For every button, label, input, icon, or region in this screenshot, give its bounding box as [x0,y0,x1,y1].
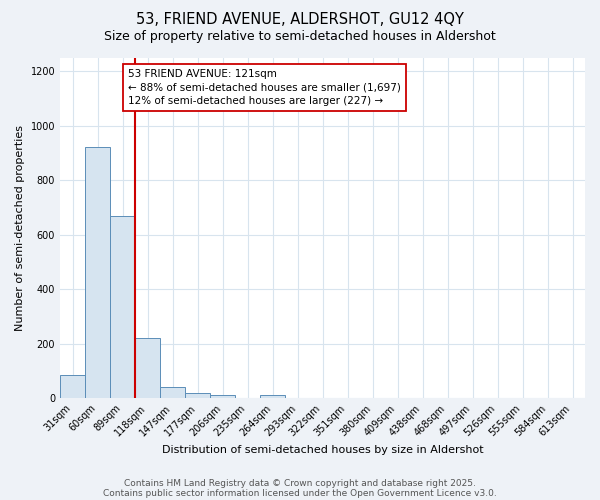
Bar [60,375,85,398]
Text: 53 FRIEND AVENUE: 121sqm
← 88% of semi-detached houses are smaller (1,697)
12% o: 53 FRIEND AVENUE: 121sqm ← 88% of semi-d… [128,70,401,106]
Text: Contains public sector information licensed under the Open Government Licence v3: Contains public sector information licen… [103,488,497,498]
Text: 53, FRIEND AVENUE, ALDERSHOT, GU12 4QY: 53, FRIEND AVENUE, ALDERSHOT, GU12 4QY [136,12,464,28]
Y-axis label: Number of semi-detached properties: Number of semi-detached properties [15,125,25,331]
Bar [85,148,110,398]
Bar [160,388,185,398]
X-axis label: Distribution of semi-detached houses by size in Aldershot: Distribution of semi-detached houses by … [162,445,484,455]
Text: Contains HM Land Registry data © Crown copyright and database right 2025.: Contains HM Land Registry data © Crown c… [124,478,476,488]
Bar [135,338,160,398]
Bar [110,216,135,398]
Bar [210,396,235,398]
Bar [185,392,210,398]
Bar [260,396,285,398]
Text: Size of property relative to semi-detached houses in Aldershot: Size of property relative to semi-detach… [104,30,496,43]
